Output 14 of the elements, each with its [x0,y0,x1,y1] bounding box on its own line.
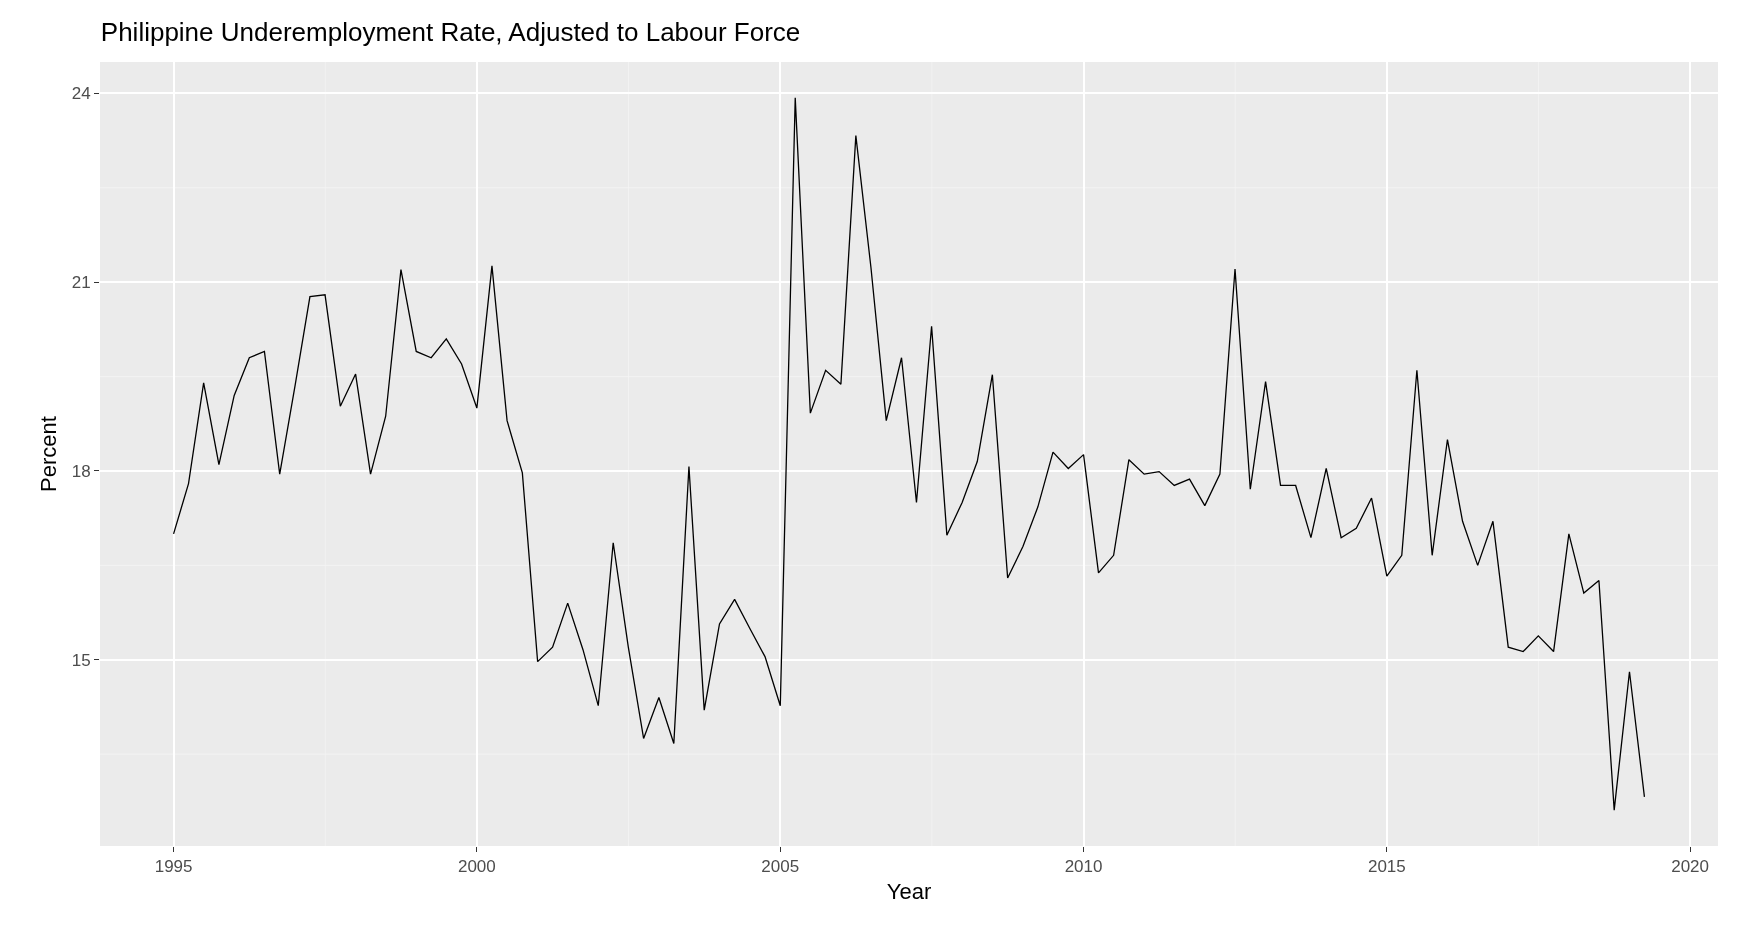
x-tick-label: 2000 [457,857,496,877]
y-tick-label: 21 [71,273,91,293]
y-tick-label: 24 [71,84,91,104]
x-tick-label: 2010 [1064,857,1103,877]
x-axis-title: Year [886,879,932,905]
x-tick-label: 1995 [154,857,193,877]
y-tick-label: 15 [71,650,91,670]
line-series [172,97,1646,811]
x-tick-label: 2015 [1367,857,1406,877]
chart-title: Philippine Underemployment Rate, Adjusted to Labour Force [100,17,801,48]
x-tick-label: 2005 [761,857,800,877]
y-tick-label: 18 [71,461,91,481]
y-axis-title: Percent [36,416,62,492]
x-tick-label: 2020 [1671,857,1710,877]
